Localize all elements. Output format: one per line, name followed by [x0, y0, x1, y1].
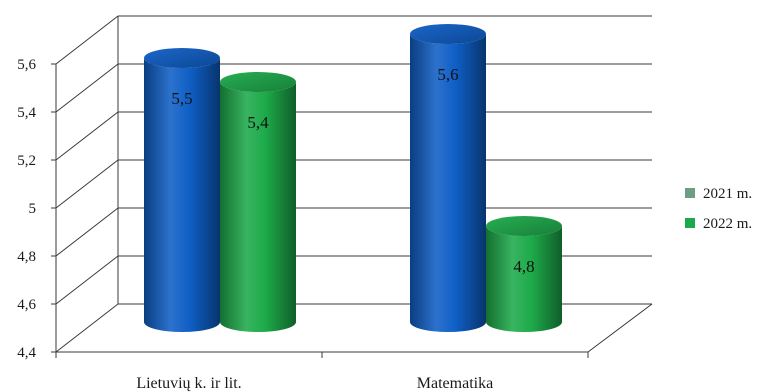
data-label: 5,6 — [437, 65, 458, 84]
bar-body — [410, 34, 486, 332]
y-axis-ticks: 4,4 4,6 4,8 5 5,2 5,4 5,6 — [17, 57, 56, 361]
bar — [410, 24, 486, 332]
y-tick-label: 5,2 — [17, 153, 36, 169]
bars — [144, 24, 562, 332]
data-labels: 5,5 5,4 5,6 4,8 — [171, 65, 534, 276]
bar — [220, 72, 296, 332]
y-tick-label: 5,6 — [17, 57, 36, 73]
bar-body — [144, 58, 220, 332]
legend-label: 2022 m. — [703, 216, 752, 232]
x-tick-label: Lietuvių k. ir lit. — [136, 375, 241, 392]
legend-item: 2021 m. — [685, 186, 752, 202]
bar-top — [486, 216, 562, 236]
floor-left-edge — [55, 303, 119, 353]
legend-item: 2022 m. — [685, 216, 752, 232]
data-label: 4,8 — [513, 257, 534, 276]
data-label: 5,4 — [247, 113, 269, 132]
gridline-diag — [55, 111, 119, 161]
y-tick-label: 4,8 — [17, 249, 36, 265]
bar — [144, 48, 220, 332]
gridline-diag — [55, 159, 119, 209]
gridline-diag — [55, 15, 119, 65]
legend-swatch — [685, 188, 695, 198]
legend-label: 2021 m. — [703, 186, 752, 202]
bar-body — [220, 82, 296, 332]
gridline-diag — [55, 63, 119, 113]
legend: 2021 m. 2022 m. — [685, 186, 752, 232]
gridline-diag — [55, 207, 119, 257]
bar-top — [410, 24, 486, 44]
bar-top — [220, 72, 296, 92]
floor-right-edge — [587, 303, 653, 353]
bar-body — [486, 226, 562, 332]
bar — [486, 216, 562, 332]
x-tick-label: Matematika — [417, 375, 493, 392]
y-tick-label: 4,4 — [17, 345, 36, 361]
y-tick-label: 4,6 — [17, 297, 36, 313]
legend-swatch — [685, 218, 695, 228]
gridline-diag — [55, 255, 119, 305]
x-axis: Lietuvių k. ir lit. Matematika — [55, 352, 589, 392]
bar-top — [144, 48, 220, 68]
data-label: 5,5 — [171, 89, 192, 108]
y-tick-label: 5 — [29, 201, 37, 217]
y-tick-label: 5,4 — [17, 105, 36, 121]
